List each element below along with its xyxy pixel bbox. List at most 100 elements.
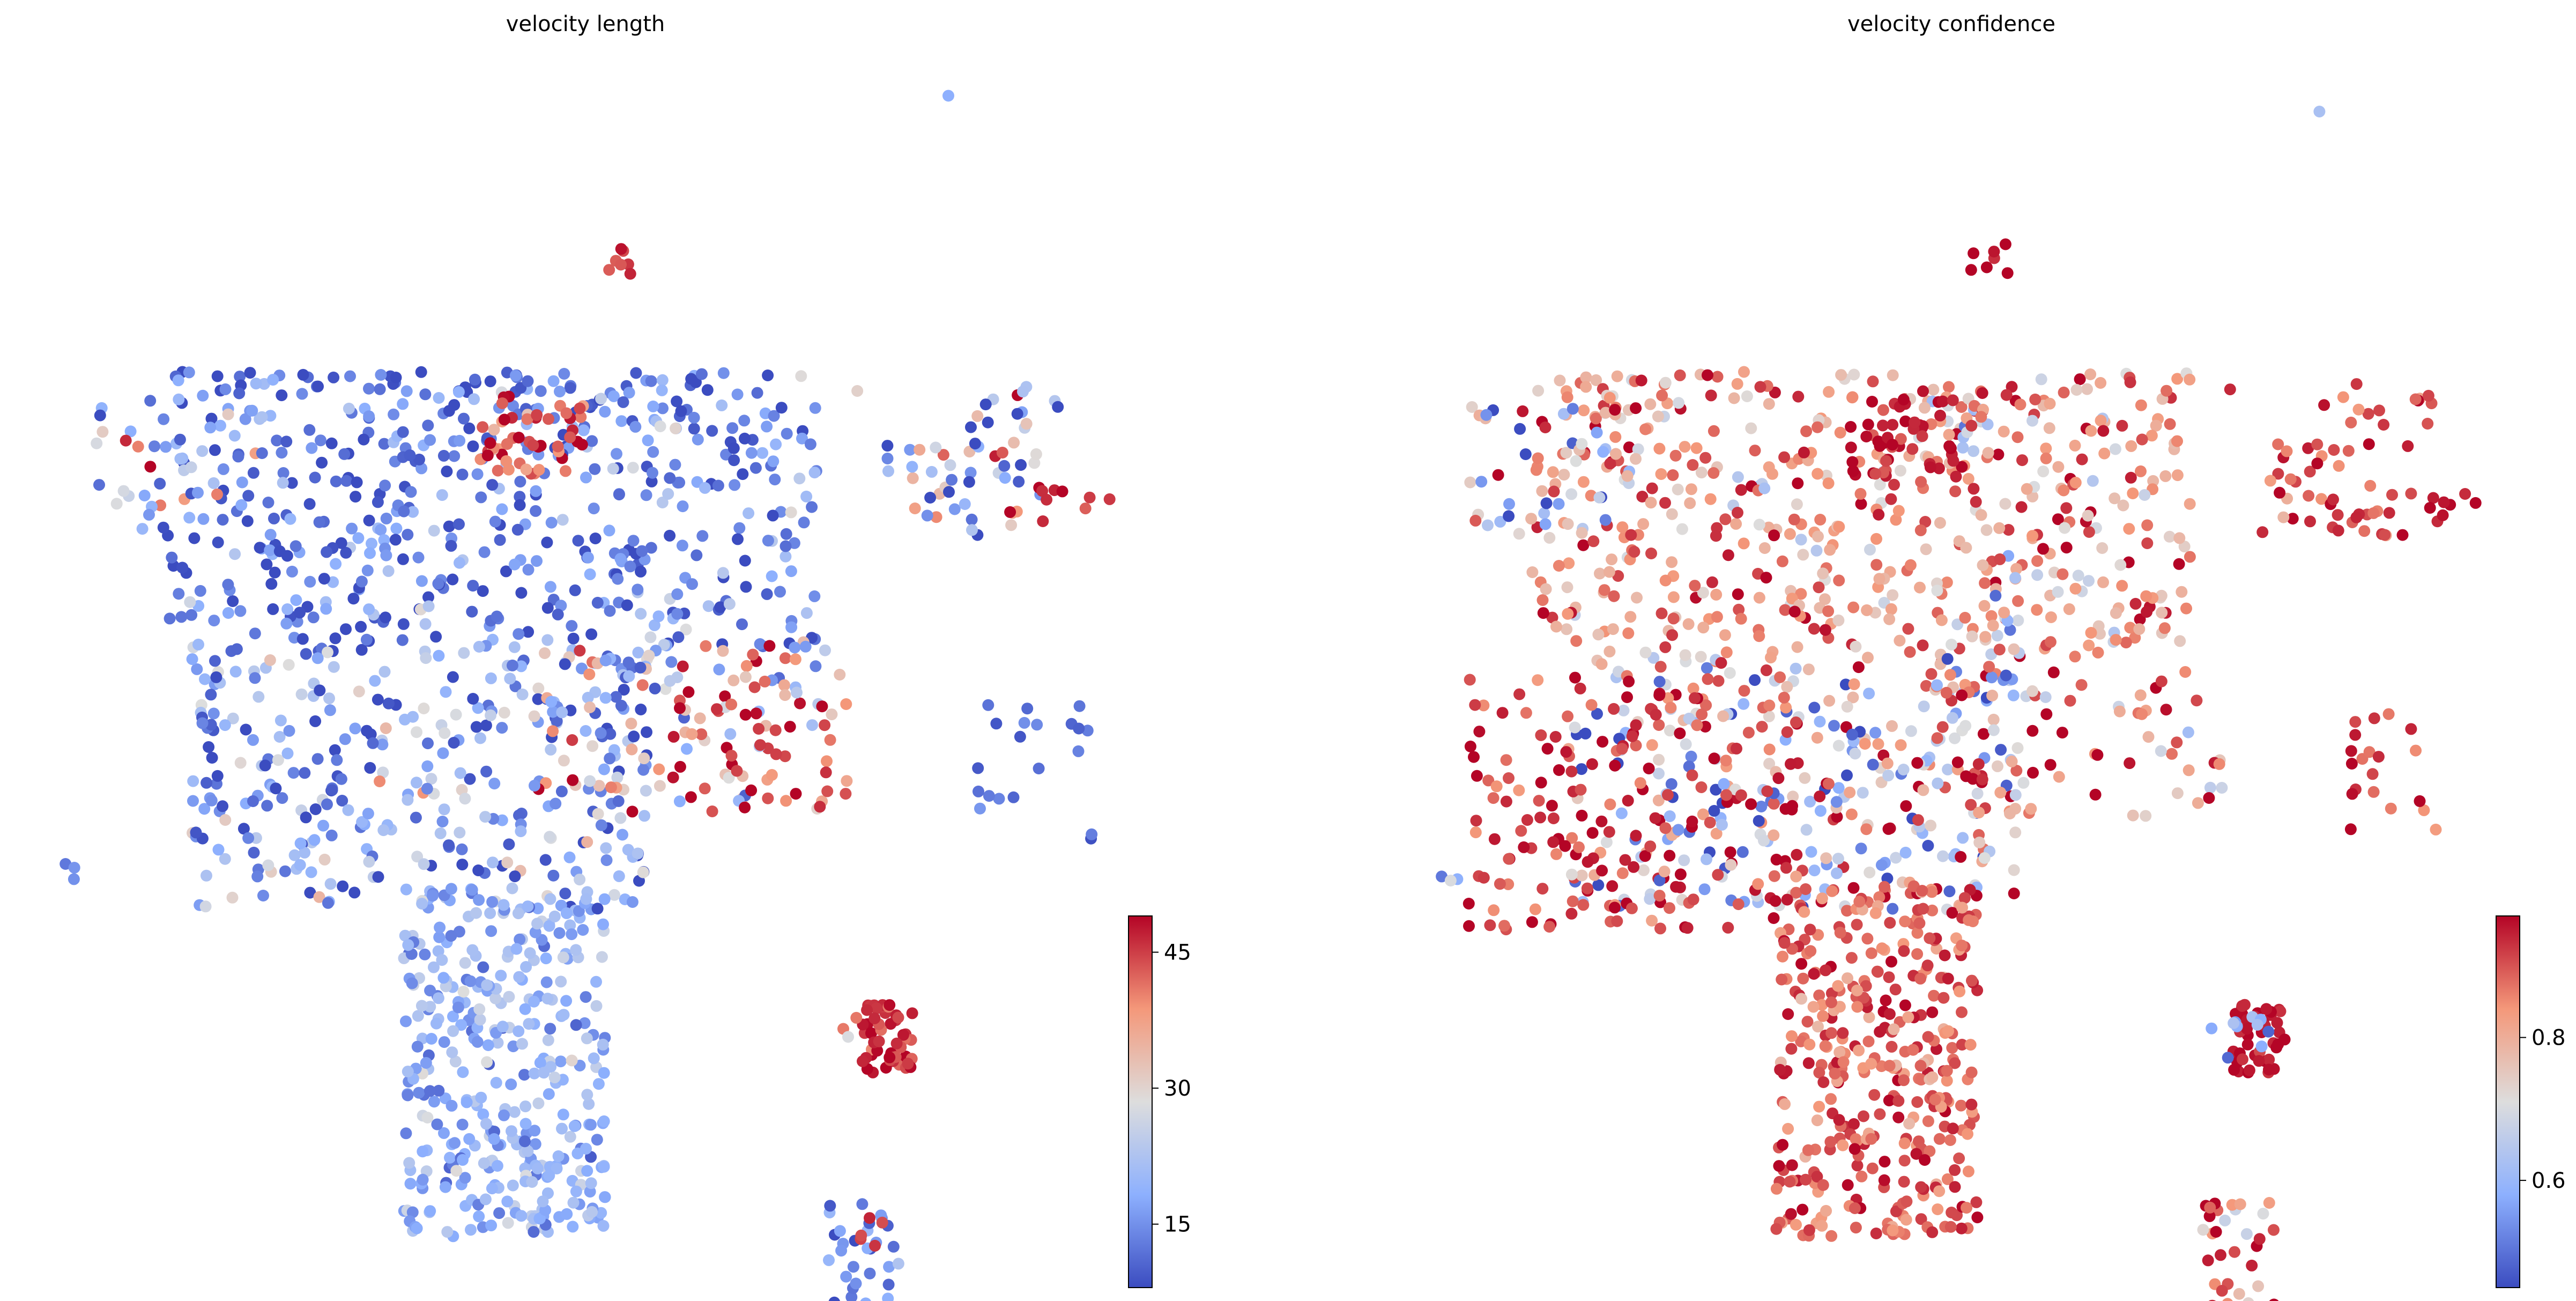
cell-point: [2089, 788, 2102, 801]
cell-point: [488, 778, 501, 790]
cell-point: [686, 728, 698, 740]
cell-point: [691, 549, 703, 561]
cell-point: [1720, 789, 1732, 801]
cell-point: [696, 368, 708, 380]
cell-point: [750, 707, 762, 720]
cell-point: [1894, 634, 1906, 647]
cell-point: [304, 886, 316, 899]
cell-point: [577, 924, 589, 936]
cell-point: [518, 1069, 530, 1081]
cell-point: [229, 666, 242, 678]
cell-point: [355, 644, 368, 656]
cell-point: [2366, 768, 2379, 780]
cell-point: [485, 1219, 498, 1232]
cell-point: [288, 849, 301, 861]
cell-point: [641, 726, 652, 738]
cell-point: [1717, 710, 1729, 722]
cell-point: [2150, 419, 2162, 432]
cell-point: [1976, 387, 1988, 399]
cell-point: [250, 378, 262, 390]
cell-point: [1535, 777, 1547, 789]
cell-point: [1763, 743, 1776, 756]
cell-point: [590, 1000, 603, 1012]
cell-point: [1914, 524, 1927, 536]
cell-point: [739, 801, 751, 814]
cell-point: [2124, 622, 2136, 634]
cell-point: [2342, 445, 2355, 457]
cell-point: [286, 477, 298, 489]
cell-point: [1933, 1185, 1946, 1197]
cell-point: [1652, 410, 1664, 423]
cell-point: [2141, 606, 2153, 618]
cell-point: [553, 927, 566, 939]
cell-point: [2437, 509, 2449, 521]
cell-point: [1849, 1202, 1861, 1214]
cell-point: [814, 801, 826, 813]
cell-point: [1513, 688, 1526, 700]
cell-point: [422, 600, 435, 612]
cell-point: [584, 775, 596, 787]
cell-point: [543, 920, 555, 932]
cell-point: [1549, 731, 1562, 743]
cell-point: [2140, 810, 2152, 822]
cell-point: [530, 485, 542, 497]
cell-point: [902, 1058, 914, 1070]
cell-point: [544, 1023, 556, 1035]
cell-point: [1570, 635, 1583, 647]
cell-point: [533, 464, 545, 476]
cell-point: [1917, 903, 1929, 915]
cell-point: [1785, 1043, 1798, 1055]
cell-point: [2140, 590, 2152, 602]
cell-point: [692, 433, 704, 446]
cell-point: [1559, 840, 1571, 852]
cell-point: [522, 900, 534, 913]
cell-point: [761, 420, 773, 433]
cell-point: [642, 434, 654, 447]
cell-point: [173, 393, 185, 405]
cell-point: [369, 675, 381, 687]
cell-point: [2092, 646, 2104, 659]
cell-point: [450, 708, 462, 721]
cell-point: [672, 631, 685, 644]
cell-point: [1999, 238, 2011, 250]
cell-point: [2052, 586, 2064, 598]
cell-point: [1534, 811, 1547, 824]
cell-point: [379, 611, 391, 624]
cell-point: [1033, 763, 1045, 774]
cell-point: [543, 1088, 555, 1100]
cell-point: [1763, 398, 1775, 410]
cell-point: [2000, 389, 2013, 401]
cell-point: [695, 728, 708, 741]
cell-point: [2396, 529, 2409, 541]
cell-point: [397, 553, 409, 565]
cell-point: [1822, 605, 1835, 617]
cell-point: [1780, 862, 1792, 874]
cell-point: [1926, 1071, 1939, 1083]
cell-point: [264, 529, 277, 541]
cell-point: [1902, 623, 1914, 635]
cell-point: [496, 397, 508, 409]
cell-point: [1795, 958, 1808, 970]
cell-point: [1590, 412, 1602, 425]
cell-point: [1844, 786, 1856, 799]
cell-point: [2120, 637, 2132, 649]
cell-point: [405, 948, 418, 960]
cell-point: [1831, 811, 1843, 823]
cell-point: [2274, 1005, 2287, 1017]
cell-point: [515, 1210, 528, 1222]
cell-point: [318, 853, 331, 866]
cell-point: [477, 1108, 489, 1120]
cell-point: [512, 907, 524, 920]
cell-point: [448, 737, 460, 749]
cell-point: [1463, 920, 1475, 932]
cell-point: [480, 719, 492, 731]
cell-point: [677, 500, 689, 513]
cell-point: [1944, 669, 1956, 681]
cell-point: [2345, 758, 2358, 770]
cell-point: [864, 1267, 876, 1280]
cell-point: [2202, 1254, 2214, 1267]
cell-point: [906, 461, 918, 473]
cell-point: [1797, 549, 1809, 561]
cell-point: [821, 785, 834, 797]
